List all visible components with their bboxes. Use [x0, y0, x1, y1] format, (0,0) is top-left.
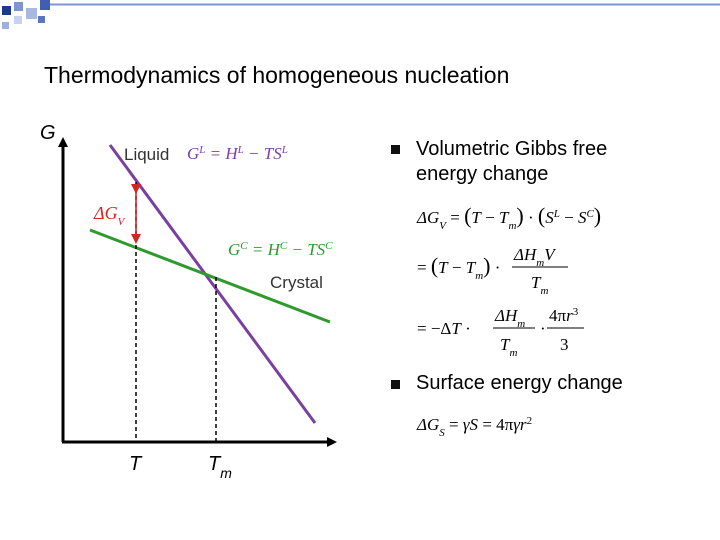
eq-dgv-line3-dot: ·: [540, 319, 546, 338]
corner-square-4: [40, 0, 50, 10]
corner-square-3: [26, 8, 37, 19]
slide-title: Thermodynamics of homogeneous nucleation: [44, 62, 510, 88]
crystal-line: [89, 228, 331, 324]
corner-square-1: [2, 6, 11, 15]
corner-square-2: [14, 2, 23, 11]
eq-dgs: ΔGS = γS = 4πγr2: [416, 415, 532, 439]
corner-square-7: [38, 16, 45, 23]
corner-square-5: [14, 16, 22, 24]
eq-dgv-line2-num: ΔHmV: [513, 245, 557, 269]
bullet-text-2: Surface energy change: [416, 372, 623, 394]
eq-dgv-line2-den: Tm: [531, 273, 548, 297]
eq-dgv-line3: = −ΔT ·: [417, 319, 471, 338]
eq-dgv-line2: = (T − Tm) ·: [417, 253, 500, 282]
tick-t-label: T: [129, 453, 143, 475]
eq-dgv-line3-den2: 3: [560, 335, 569, 354]
bullet-text-1: Volumetric Gibbs free energy change: [416, 137, 607, 187]
eq-dgv-line3-num2: 4πr3: [549, 306, 579, 325]
liquid-equation: GL = HL − TSL: [187, 144, 288, 163]
y-axis-label: G: [40, 122, 56, 144]
eq-dgv-line1: ΔGV = (T − Tm) · (SL − SC): [416, 203, 601, 232]
corner-square-6: [2, 22, 9, 29]
eq-dgv-line3-den1: Tm: [500, 335, 517, 359]
corner-decoration: [2, 0, 720, 29]
liquid-label: Liquid: [124, 145, 169, 164]
crystal-equation: GC = HC − TSC: [228, 240, 333, 259]
bullet-marker-1: [391, 145, 400, 154]
bullet-1-line1: Volumetric Gibbs free: [416, 138, 608, 160]
bullet-marker-2: [391, 380, 400, 389]
bullet-1-line2: energy change: [416, 163, 549, 185]
crystal-label: Crystal: [270, 273, 323, 292]
liquid-line: [108, 144, 317, 424]
eq-dgv-line3-num1: ΔHm: [494, 306, 525, 330]
